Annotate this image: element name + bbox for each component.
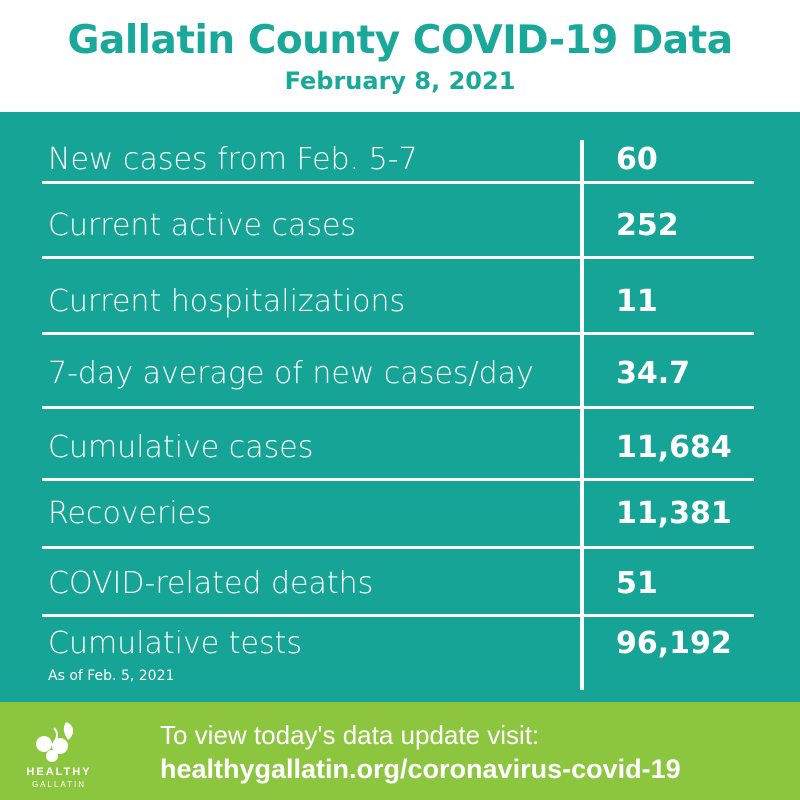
row-value: 11,684 [616, 430, 732, 465]
row-label: Current active cases [48, 208, 357, 243]
row-label: Cumulative cases [48, 430, 314, 465]
row-divider [42, 256, 754, 259]
row-value: 51 [616, 566, 658, 601]
footer: HEALTHY GALLATIN To view today's data up… [0, 702, 800, 800]
page-date: February 8, 2021 [284, 67, 516, 95]
row-value: 60 [616, 142, 658, 177]
row-value: 34.7 [616, 356, 691, 391]
row-divider [42, 406, 754, 409]
row-value: 11 [616, 284, 658, 319]
row-value: 96,192 [616, 626, 732, 661]
row-label: 7-day average of new cases/day [48, 356, 534, 391]
header: Gallatin County COVID-19 Data February 8… [0, 0, 800, 112]
logo-mark-icon [36, 722, 74, 762]
row-divider [42, 478, 754, 481]
cta-text: To view today's data update visit: [160, 720, 540, 750]
data-table: New cases from Feb. 5-7 60 Current activ… [0, 112, 800, 702]
row-label: Cumulative tests [48, 626, 303, 661]
healthy-gallatin-logo: HEALTHY GALLATIN [14, 714, 104, 794]
logo-subtext: GALLATIN [31, 780, 87, 789]
cta-link[interactable]: healthygallatin.org/coronavirus-covid-19 [160, 754, 681, 784]
row-value: 11,381 [616, 496, 732, 531]
logo-text: HEALTHY [26, 766, 92, 778]
row-note: As of Feb. 5, 2021 [48, 668, 175, 684]
row-divider [42, 614, 754, 617]
row-divider [42, 332, 754, 335]
column-divider [580, 140, 584, 690]
row-divider [42, 546, 754, 549]
row-value: 252 [616, 208, 679, 243]
row-label: Current hospitalizations [48, 284, 406, 319]
row-label: COVID-related deaths [48, 566, 374, 601]
row-divider [42, 181, 754, 184]
row-label: Recoveries [48, 496, 212, 531]
page-title: Gallatin County COVID-19 Data [67, 18, 733, 63]
row-label: New cases from Feb. 5-7 [48, 142, 418, 177]
